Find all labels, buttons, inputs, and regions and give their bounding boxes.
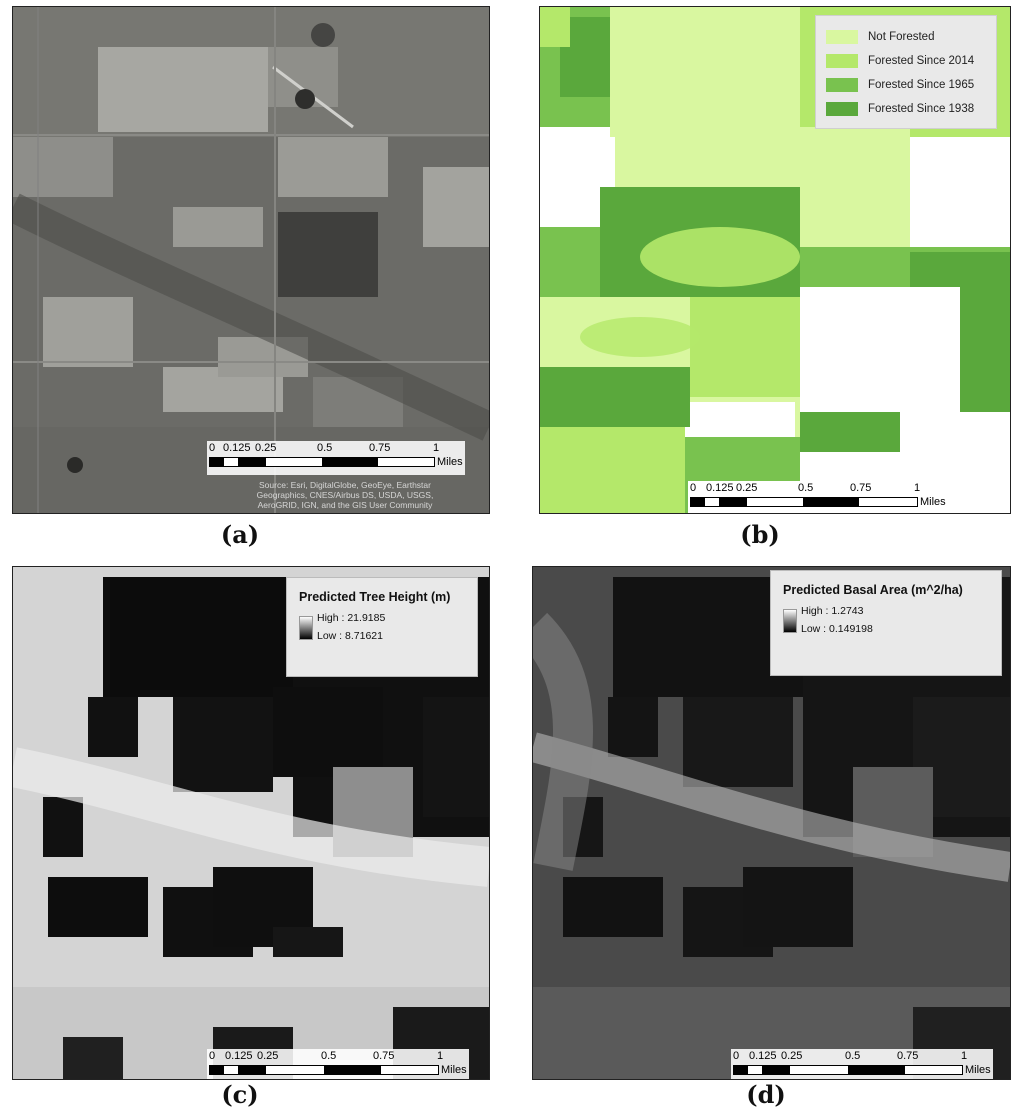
scale-tick: 0.25: [257, 1050, 279, 1062]
scale-tick: 0.75: [373, 1050, 395, 1062]
scale-tick: 0.5: [845, 1050, 861, 1062]
scale-tick: 0.5: [321, 1050, 337, 1062]
scale-bar: 0 0.125 0.25 0.5 0.75 1 Miles: [207, 1049, 469, 1079]
scale-tick: 0.25: [736, 482, 758, 494]
scale-bar: 0 0.125 0.25 0.5 0.75 1 Miles: [731, 1049, 993, 1079]
tree-height-map-panel: 0 0.125 0.25 0.5 0.75 1 Miles: [12, 566, 490, 1080]
legend-swatch: [826, 54, 858, 68]
scale-tick: 0.75: [369, 442, 391, 454]
legend-swatch: [826, 78, 858, 92]
scale-tick: 0: [209, 1050, 216, 1062]
scale-tick: 0.5: [317, 442, 333, 454]
scale-unit: Miles: [437, 456, 463, 468]
scale-tick: 0.5: [798, 482, 814, 494]
color-ramp: [783, 609, 797, 633]
scale-tick: 0: [690, 482, 697, 494]
legend-title: Predicted Tree Height (m): [299, 590, 451, 604]
scale-unit: Miles: [920, 496, 946, 508]
legend-low: Low : 8.71621: [317, 630, 383, 642]
scale-tick: 1: [437, 1050, 444, 1062]
caption-c: (c): [221, 1080, 259, 1109]
legend-label: Forested Since 2014: [868, 55, 975, 67]
legend-low: Low : 0.149198: [801, 623, 873, 635]
satellite-imagery: [13, 7, 489, 513]
legend-label: Forested Since 1965: [868, 79, 975, 91]
forest-history-map-panel: 0 0.125 0.25 0.5 0.75 1 Miles: [539, 6, 1011, 514]
scale-tick: 0.125: [225, 1050, 253, 1062]
legend-high: High : 1.2743: [801, 605, 864, 617]
scale-tick: 0.75: [850, 482, 872, 494]
scale-tick: 0.75: [897, 1050, 919, 1062]
legend-title: Predicted Basal Area (m^2/ha): [783, 583, 963, 597]
legend-label: Not Forested: [868, 31, 935, 43]
legend-label: Forested Since 1938: [868, 103, 975, 115]
tree-height-legend: Predicted Tree Height (m) High : 21.9185…: [286, 577, 478, 677]
scale-tick: 0.125: [223, 442, 251, 454]
legend-item: Not Forested: [826, 28, 934, 46]
legend-item: Forested Since 1965: [826, 76, 974, 94]
scale-tick: 0.25: [781, 1050, 803, 1062]
scale-unit: Miles: [965, 1064, 991, 1076]
scale-tick: 0.125: [749, 1050, 777, 1062]
scale-bar: 0 0.125 0.25 0.5 0.75 1 Miles: [207, 441, 465, 475]
scale-tick: 1: [433, 442, 440, 454]
legend-item: Forested Since 1938: [826, 100, 974, 118]
legend-item: Forested Since 2014: [826, 52, 974, 70]
scale-tick: 0: [733, 1050, 740, 1062]
legend-swatch: [826, 30, 858, 44]
scale-tick: 0.25: [255, 442, 277, 454]
color-ramp: [299, 616, 313, 640]
scale-tick: 0.125: [706, 482, 734, 494]
imagery-credit: Source: Esri, DigitalGlobe, GeoEye, Eart…: [256, 480, 434, 510]
scale-tick: 1: [961, 1050, 968, 1062]
satellite-map-panel: 0 0.125 0.25 0.5 0.75 1 Miles: [12, 6, 490, 514]
basal-area-legend: Predicted Basal Area (m^2/ha) High : 1.2…: [770, 570, 1002, 676]
caption-b: (b): [740, 520, 780, 549]
forest-history-legend: Not Forested Forested Since 2014 Foreste…: [815, 15, 997, 129]
caption-a: (a): [220, 520, 260, 549]
scale-unit: Miles: [441, 1064, 467, 1076]
scale-tick: 0: [209, 442, 216, 454]
scale-tick: 1: [914, 482, 921, 494]
caption-d: (d): [746, 1080, 786, 1109]
legend-swatch: [826, 102, 858, 116]
scale-bar: 0 0.125 0.25 0.5 0.75 1 Miles: [688, 481, 1006, 513]
legend-high: High : 21.9185: [317, 612, 386, 624]
